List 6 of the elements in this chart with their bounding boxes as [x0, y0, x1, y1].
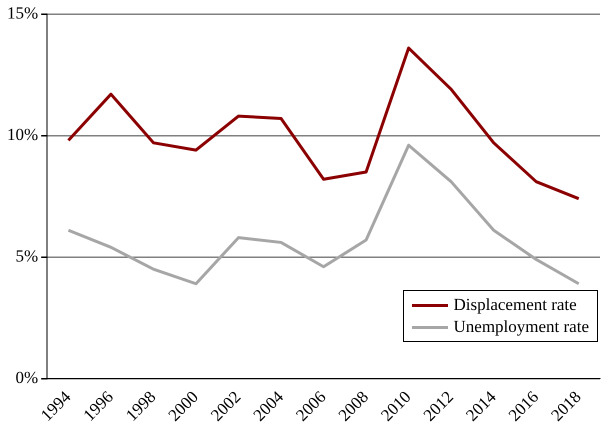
legend-label: Unemployment rate	[454, 317, 589, 337]
y-tick-label: 15%	[6, 3, 38, 22]
legend-label: Displacement rate	[454, 295, 577, 315]
y-tick-label: 10%	[6, 124, 38, 144]
y-tick-label: 0%	[15, 368, 38, 387]
y-tick-label: 5%	[15, 246, 38, 266]
